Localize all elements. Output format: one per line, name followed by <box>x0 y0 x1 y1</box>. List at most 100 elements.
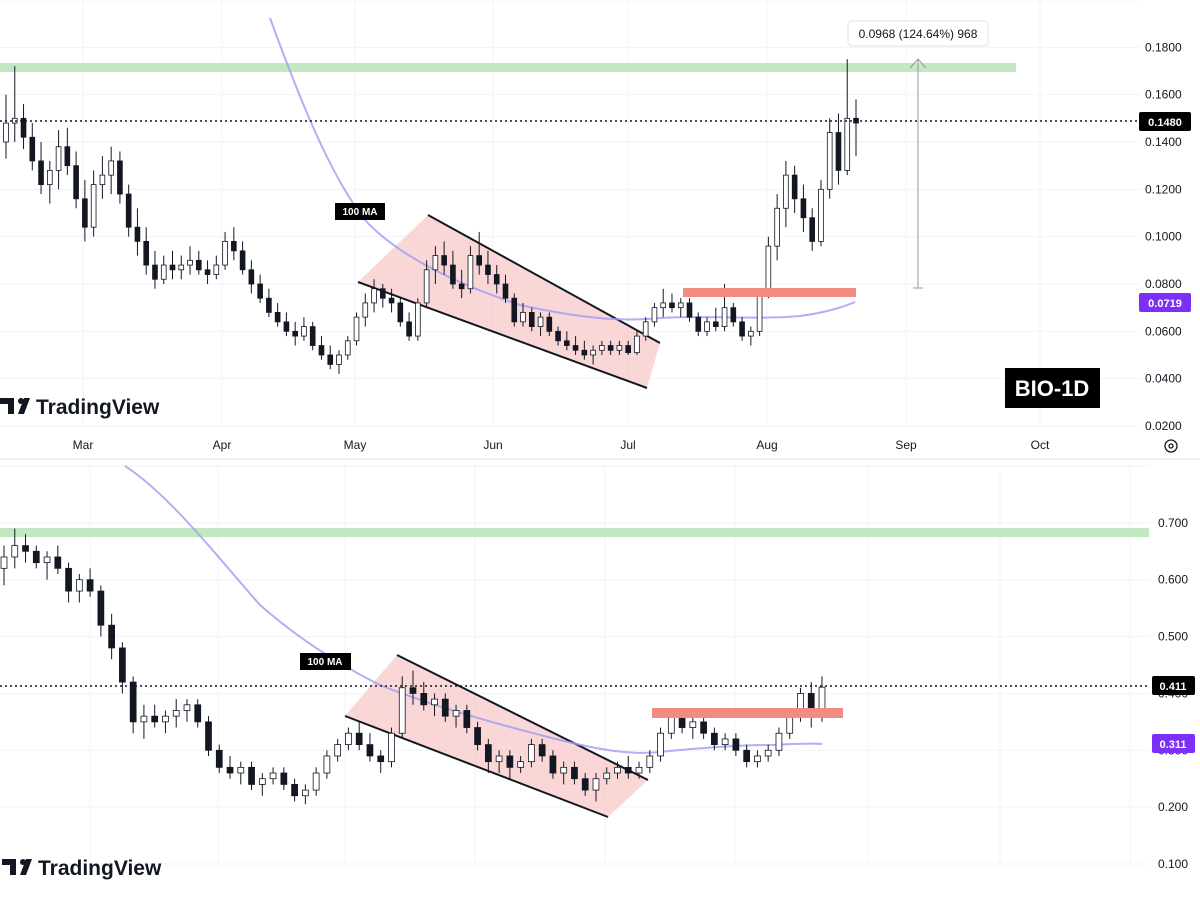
bottom-candle <box>571 761 578 785</box>
top-candle <box>292 321 298 346</box>
top-candle <box>257 274 263 303</box>
bottom-candle <box>495 750 503 774</box>
top-y-tick-label: 0.0200 <box>1145 419 1182 433</box>
top-candle <box>835 113 842 185</box>
bottom-ma-label: 100 MA <box>300 653 351 670</box>
bottom-candle <box>248 761 255 791</box>
top-candle <box>38 142 44 195</box>
bottom-candle <box>764 744 772 762</box>
top-ma-label-text: 100 MA <box>342 207 377 218</box>
top-candle <box>336 350 342 374</box>
top-candle <box>818 179 824 247</box>
top-candle <box>55 130 62 190</box>
top-100ma-line <box>269 17 856 321</box>
bottom-candle <box>151 704 159 728</box>
top-candle <box>266 288 272 318</box>
bottom-breakout-zone <box>652 708 843 718</box>
top-chart-panel: 100 MA 0.0968 (124.64%) 968 0.0200 0.0400… <box>0 0 1191 453</box>
top-candle <box>537 312 544 337</box>
bottom-candle <box>226 755 234 779</box>
top-candle <box>379 284 386 308</box>
bottom-100ma-line <box>124 465 823 754</box>
top-candle <box>467 246 474 294</box>
bottom-candle <box>624 755 632 779</box>
top-ma-value-tag: 0.0719 <box>1139 293 1191 312</box>
top-candle <box>301 317 307 341</box>
bottom-candle <box>420 682 428 711</box>
bottom-y-tick-label: 0.700 <box>1158 516 1188 530</box>
bottom-candle <box>743 744 751 768</box>
bottom-candle <box>700 716 707 739</box>
bottom-candle <box>635 761 643 779</box>
bottom-candle <box>657 727 664 762</box>
top-last-price-tag: 0.1480 <box>1139 112 1191 131</box>
top-candle <box>134 208 141 256</box>
top-resistance-zone <box>0 63 1016 72</box>
top-tradingview-logo: TradingView <box>0 396 160 419</box>
bottom-candle <box>528 738 535 768</box>
top-candle <box>29 123 36 171</box>
top-y-tick-label: 0.1000 <box>1145 230 1182 244</box>
bottom-candle <box>32 545 40 569</box>
top-candle <box>239 241 246 275</box>
top-candle <box>99 156 106 199</box>
top-candle <box>686 298 693 322</box>
top-candle <box>528 307 535 332</box>
top-x-tick-label: Apr <box>213 438 232 452</box>
top-candle <box>669 293 675 313</box>
bottom-candle <box>506 750 514 779</box>
bottom-candle <box>129 676 137 734</box>
top-candle <box>143 227 150 275</box>
top-candle <box>222 231 228 270</box>
top-candle <box>450 250 456 289</box>
tradingview-logo-icon <box>2 859 32 875</box>
bottom-candle <box>754 750 761 768</box>
top-candle <box>634 331 640 355</box>
top-candle <box>187 246 193 275</box>
bottom-candle <box>711 727 718 751</box>
top-y-tick-label: 0.0600 <box>1145 324 1182 338</box>
top-candle <box>11 66 18 142</box>
bottom-candle <box>398 676 406 739</box>
top-candle <box>309 321 316 351</box>
bottom-candle <box>215 744 223 774</box>
top-candle <box>178 255 185 280</box>
top-measurement-tool: 0.0968 (124.64%) 968 <box>847 20 989 289</box>
top-candle <box>660 288 667 318</box>
top-candle <box>318 336 325 360</box>
top-y-tick-label: 0.1600 <box>1145 88 1182 102</box>
bottom-candle <box>646 750 654 774</box>
bottom-candle <box>194 699 202 728</box>
top-candle <box>730 302 737 327</box>
bottom-candle <box>474 721 481 751</box>
top-candle <box>511 293 518 327</box>
top-x-tick-label: May <box>344 438 367 452</box>
top-wedge-upper-line <box>427 214 661 344</box>
top-y-tick-label: 0.1400 <box>1145 135 1182 149</box>
top-candle <box>800 184 807 232</box>
top-candle <box>564 331 570 351</box>
top-candle <box>712 307 719 332</box>
top-candle <box>826 118 833 199</box>
tradingview-logo-text: TradingView <box>36 396 160 419</box>
top-candle <box>169 250 176 280</box>
bottom-candle <box>43 551 51 580</box>
top-time-axis: Mar Apr May Jun Jul Aug Sep Oct <box>73 438 1050 452</box>
top-candle <box>642 317 649 341</box>
bottom-candle <box>65 562 72 603</box>
top-measurement-label: 0.0968 (124.64%) 968 <box>859 27 978 41</box>
top-candle <box>625 340 631 355</box>
top-candle <box>20 104 27 150</box>
bottom-candle <box>280 767 288 791</box>
top-candle <box>64 127 71 176</box>
top-candle <box>476 231 483 275</box>
top-candle <box>274 302 281 327</box>
top-candle <box>371 279 377 313</box>
bottom-candle <box>119 642 126 694</box>
settings-icon[interactable] <box>1164 439 1178 453</box>
bottom-candle <box>775 727 783 756</box>
bottom-candle <box>291 778 298 802</box>
top-y-tick-label: 0.0400 <box>1145 372 1182 386</box>
bottom-candle <box>388 727 395 768</box>
bottom-candle <box>452 704 460 728</box>
